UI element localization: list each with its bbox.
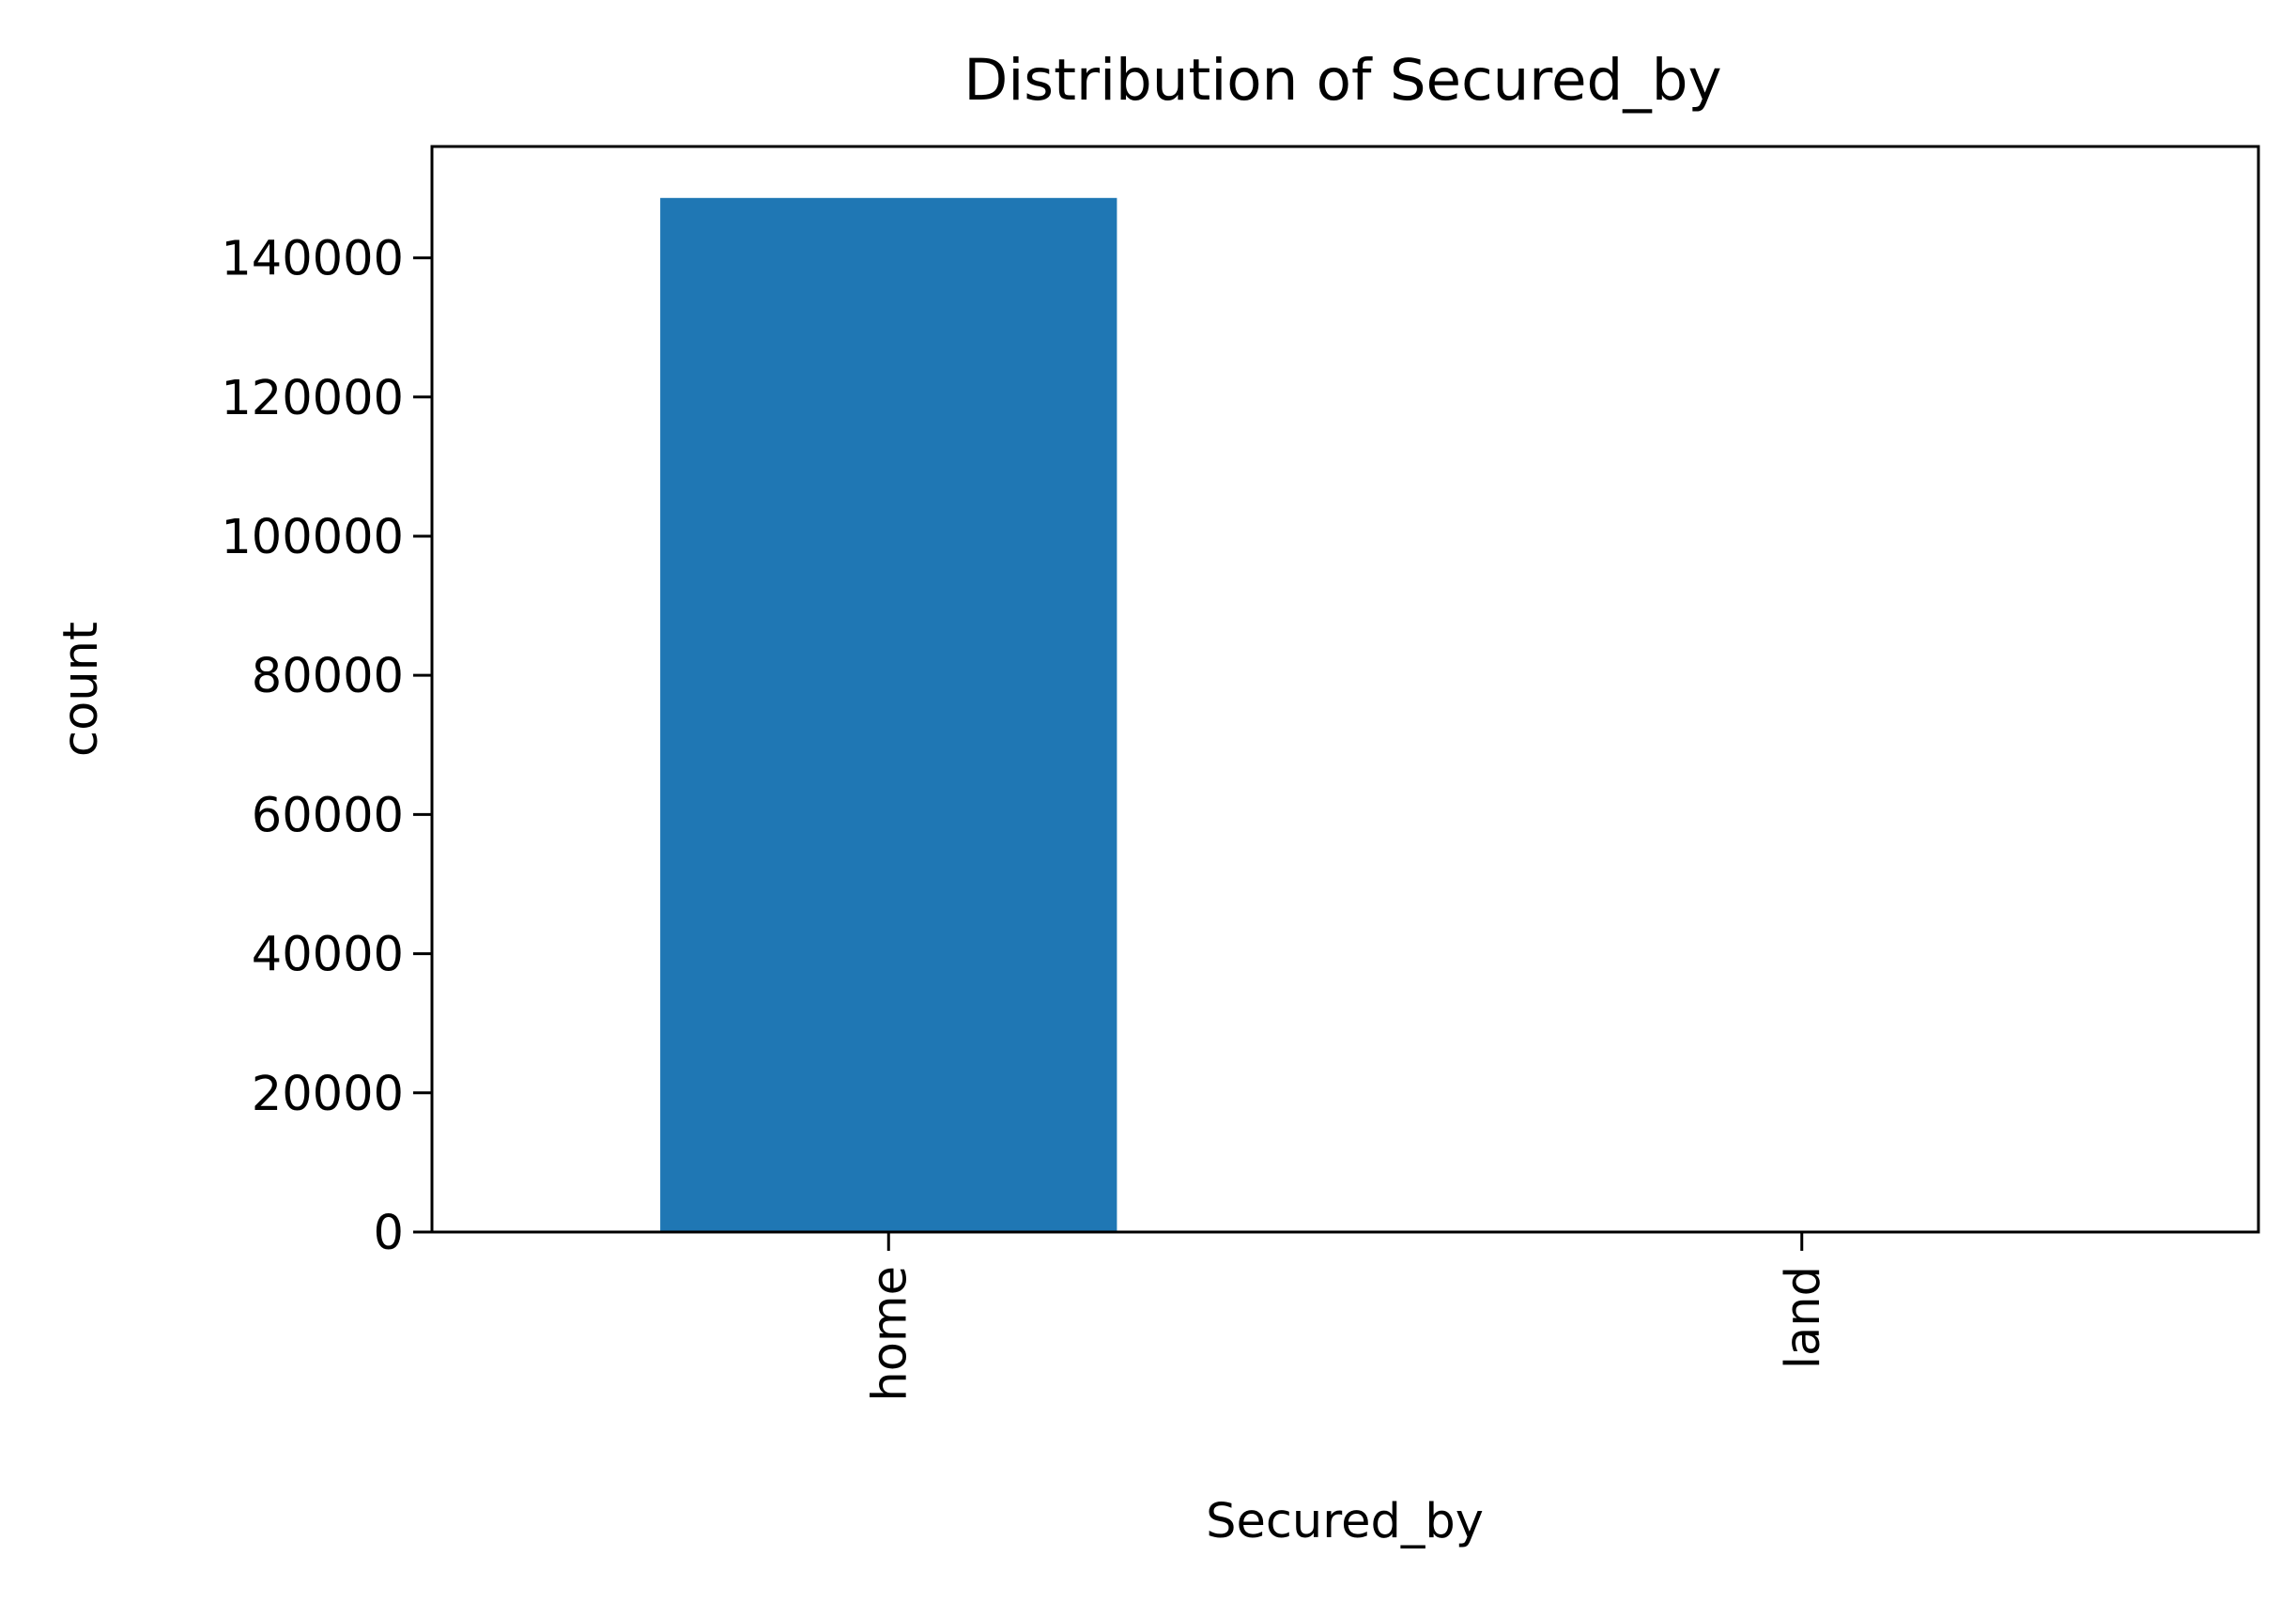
bars-layer [660,198,2030,1232]
y-tick-label: 80000 [252,649,404,704]
y-tick-label: 140000 [221,232,404,287]
y-tick-label: 120000 [221,371,404,426]
x-tick-label-land: land [1776,1266,1831,1369]
y-axis-label: count [54,622,109,757]
x-axis-ticks: home land [862,1232,1831,1402]
x-tick-label-home: home [862,1266,917,1402]
y-tick-label: 20000 [252,1067,404,1122]
y-tick-label: 40000 [252,928,404,983]
y-axis-ticks: 0 20000 40000 60000 80000 100000 120000 140000 [221,232,432,1261]
chart-title: Distribution of Secured_by [963,47,1721,114]
bar-home [660,198,1117,1232]
y-tick-label: 0 [374,1206,404,1261]
y-tick-label: 60000 [252,788,404,843]
y-tick-label: 100000 [221,510,404,565]
x-axis-label: Secured_by [1206,1494,1484,1549]
